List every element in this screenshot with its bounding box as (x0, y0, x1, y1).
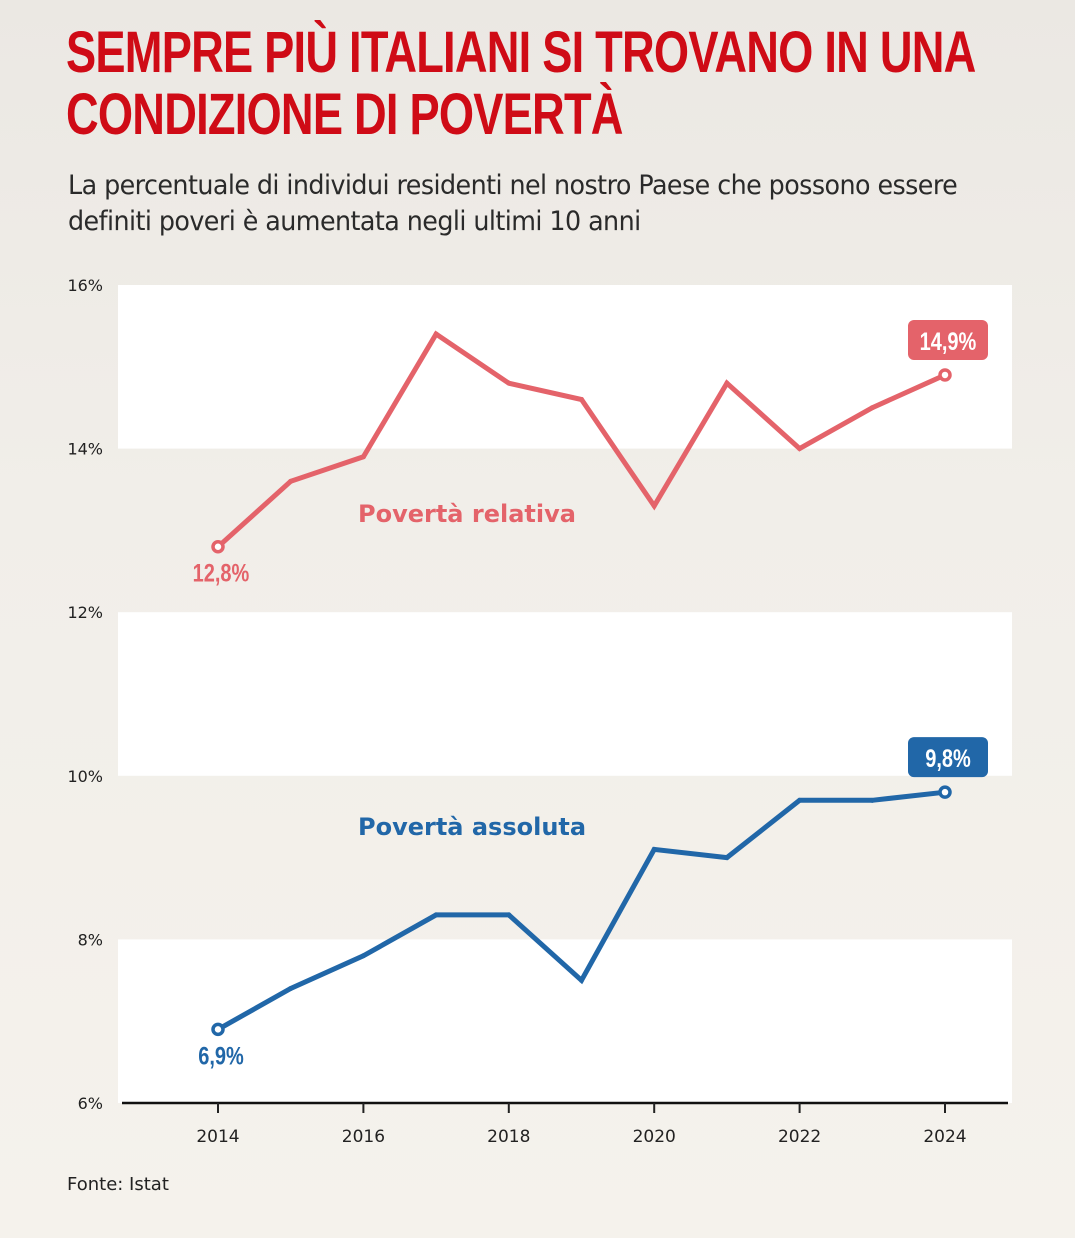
data-point-relativa (433, 331, 439, 337)
series-label-assoluta: Povertà assoluta (358, 813, 586, 841)
data-point-relativa (724, 380, 730, 386)
data-point-assoluta (797, 797, 803, 803)
y-tick-label: 8% (78, 930, 103, 949)
x-axis: 2014 2016 2018 2020 2022 2024 (122, 1101, 1008, 1147)
marker-start-assoluta (211, 1022, 225, 1037)
data-point-relativa (579, 397, 584, 403)
x-tick-label: 2018 (487, 1127, 530, 1147)
start-value-label-relativa: 12,8% (193, 560, 250, 588)
data-point-assoluta (579, 977, 584, 983)
data-point-assoluta (360, 953, 366, 959)
marker-end-relativa (938, 368, 952, 382)
series-label-relativa: Povertà relativa (358, 500, 576, 528)
source-note: Fonte: Istat (67, 1174, 169, 1195)
data-point-relativa (506, 380, 512, 386)
x-tick-label: 2024 (923, 1127, 966, 1147)
y-tick-label: 16% (67, 276, 103, 295)
data-point-assoluta (433, 912, 439, 918)
y-axis: 6% 8% 10% 12% 14% 16% (67, 276, 103, 1113)
chart-title: Sempre più italiani si trovano in una co… (66, 20, 975, 147)
data-point-assoluta (651, 846, 657, 852)
y-tick-label: 14% (67, 440, 103, 459)
data-point-assoluta (506, 912, 512, 918)
chart-subtitle: La percentuale di individui residenti ne… (68, 170, 958, 237)
grid-band (118, 612, 1012, 776)
marker-start-relativa (211, 540, 225, 554)
data-point-assoluta (288, 985, 294, 991)
y-tick-label: 6% (78, 1094, 103, 1113)
y-tick-label: 12% (67, 603, 103, 622)
x-tick-label: 2022 (778, 1127, 821, 1147)
series-group: 12,8% 14,9% 6,9% 9,8% (193, 319, 988, 1070)
data-point-relativa (797, 446, 803, 452)
end-value-label-assoluta: 9,8% (925, 745, 971, 773)
x-tick-label: 2020 (633, 1127, 676, 1147)
data-point-relativa (360, 454, 366, 460)
y-tick-label: 10% (67, 767, 103, 786)
x-tick-label: 2014 (196, 1127, 239, 1147)
data-point-assoluta (724, 855, 730, 861)
marker-end-assoluta (938, 785, 952, 799)
grid-bands (118, 285, 1012, 1103)
data-point-assoluta (869, 797, 875, 803)
x-tick-label: 2016 (342, 1127, 385, 1147)
data-point-relativa (288, 478, 294, 484)
start-value-label-assoluta: 6,9% (198, 1042, 244, 1070)
data-point-relativa (869, 405, 875, 411)
end-value-badge-relativa (908, 319, 988, 360)
end-value-badge-assoluta (908, 737, 988, 778)
end-value-label-relativa: 14,9% (920, 328, 977, 356)
data-point-relativa (651, 503, 657, 509)
grid-band (118, 285, 1012, 449)
